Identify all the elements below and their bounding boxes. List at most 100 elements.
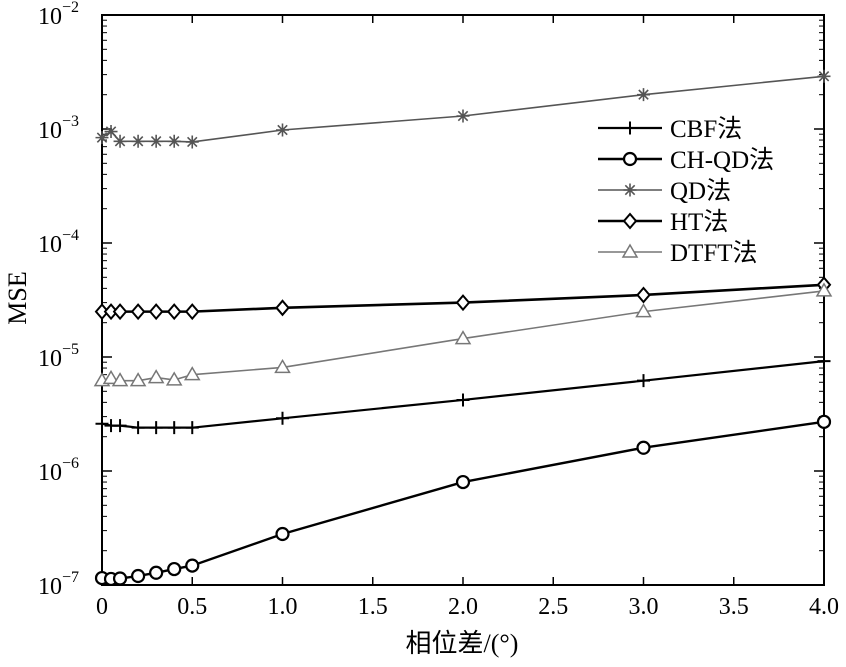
y-tick-exponent: −2 (62, 0, 79, 16)
circle-marker (816, 414, 832, 429)
y-tick-label: 10−7 (38, 569, 79, 600)
plus-marker (456, 393, 470, 407)
diamond-marker (112, 303, 128, 321)
circle-marker (455, 474, 471, 490)
triangle-marker (183, 366, 201, 381)
circle-marker (636, 440, 651, 455)
diamond-marker (636, 286, 651, 304)
legend-label: QD法 (670, 177, 731, 205)
y-tick-base: 10 (38, 4, 62, 30)
plus-marker (817, 354, 831, 368)
x-tick-label: 3.5 (719, 594, 749, 620)
y-tick-base: 10 (38, 574, 62, 600)
legend-label: CBF法 (670, 115, 742, 143)
asterisk-marker (167, 134, 181, 148)
y-tick-base: 10 (38, 346, 62, 372)
legend-entry: HT法 (598, 208, 728, 236)
legend-entry: CBF法 (598, 115, 742, 143)
diamond-marker (275, 299, 290, 317)
triangle-marker (165, 371, 183, 386)
asterisk-marker (637, 88, 650, 102)
triangle-marker (815, 282, 833, 297)
y-tick-exponent: −6 (62, 455, 79, 472)
plus-marker (637, 374, 650, 388)
plus-marker (167, 421, 181, 435)
triangle-marker (111, 372, 129, 387)
triangle-marker (274, 358, 291, 374)
asterisk-marker (149, 134, 163, 148)
legend-label: DTFT法 (670, 239, 758, 267)
y-tick-exponent: −4 (62, 227, 79, 244)
plus-marker (623, 121, 637, 135)
asterisk-marker (113, 134, 127, 148)
x-tick-label: 1.0 (268, 594, 298, 620)
circle-marker (167, 561, 182, 577)
legend: CBF法 CH-QD法 QD法 HT法 DTFT法 (598, 115, 774, 267)
plus-marker (149, 421, 163, 435)
plus-marker (95, 417, 109, 431)
x-axis-ticks: 0 0.5 1.0 1.5 2.0 2.5 3.0 3.5 4.0 (96, 15, 839, 620)
y-tick-base: 10 (38, 460, 62, 486)
diamond-marker (130, 303, 146, 321)
triangle-marker (454, 330, 472, 345)
x-tick-label: 0 (96, 594, 108, 620)
x-tick-label: 0.5 (177, 594, 207, 620)
x-tick-label: 3.0 (629, 594, 659, 620)
diamond-marker (455, 294, 471, 312)
x-tick-label: 4.0 (809, 594, 839, 620)
y-tick-base: 10 (38, 232, 62, 258)
diamond-marker (184, 303, 200, 321)
series-plus (95, 354, 831, 435)
triangle-marker (635, 303, 652, 318)
y-tick-label: 10−4 (38, 227, 79, 258)
y-axis-label: MSE (3, 271, 32, 324)
legend-entry: DTFT法 (598, 239, 758, 267)
plus-marker (113, 419, 127, 433)
legend-label: HT法 (670, 208, 728, 236)
y-tick-exponent: −3 (62, 113, 79, 130)
circle-marker (149, 565, 164, 580)
asterisk-marker (104, 125, 118, 139)
triangle-marker (621, 243, 639, 258)
circle-marker (131, 568, 146, 584)
diamond-marker (166, 303, 182, 321)
y-tick-label: 10−5 (38, 341, 79, 372)
x-tick-label: 1.5 (358, 594, 388, 620)
series-triangle (93, 282, 833, 387)
y-tick-label: 10−3 (38, 113, 79, 144)
circle-marker (185, 558, 200, 573)
asterisk-marker (131, 134, 145, 148)
circle-marker (275, 526, 290, 542)
legend-entry: QD法 (598, 177, 731, 205)
x-tick-label: 2.5 (538, 594, 568, 620)
triangle-marker (129, 372, 147, 387)
y-tick-exponent: −7 (62, 569, 79, 586)
series-asterisk (95, 69, 831, 149)
y-axis-ticks: 10−210−310−410−510−610−7 (38, 0, 824, 600)
legend-entry: CH-QD法 (598, 146, 774, 174)
series-circle (94, 414, 832, 587)
diamond-marker (622, 212, 638, 230)
asterisk-marker (456, 109, 470, 123)
plus-marker (185, 421, 199, 435)
series-diamond (94, 276, 832, 321)
y-tick-label: 10−6 (38, 455, 79, 486)
diamond-marker (148, 303, 164, 321)
plus-marker (276, 411, 289, 425)
circle-marker (622, 151, 638, 167)
series-layer (93, 69, 833, 587)
legend-label: CH-QD法 (670, 146, 774, 174)
triangle-marker (102, 369, 120, 385)
asterisk-marker (817, 69, 831, 83)
asterisk-marker (95, 131, 109, 145)
y-tick-exponent: −5 (62, 341, 79, 358)
triangle-marker (147, 369, 165, 384)
x-tick-label: 2.0 (448, 594, 478, 620)
asterisk-marker (276, 123, 289, 137)
plus-marker (131, 421, 145, 435)
asterisk-marker (623, 183, 637, 197)
y-tick-base: 10 (38, 118, 62, 144)
x-axis-label: 相位差/(°) (406, 629, 519, 658)
